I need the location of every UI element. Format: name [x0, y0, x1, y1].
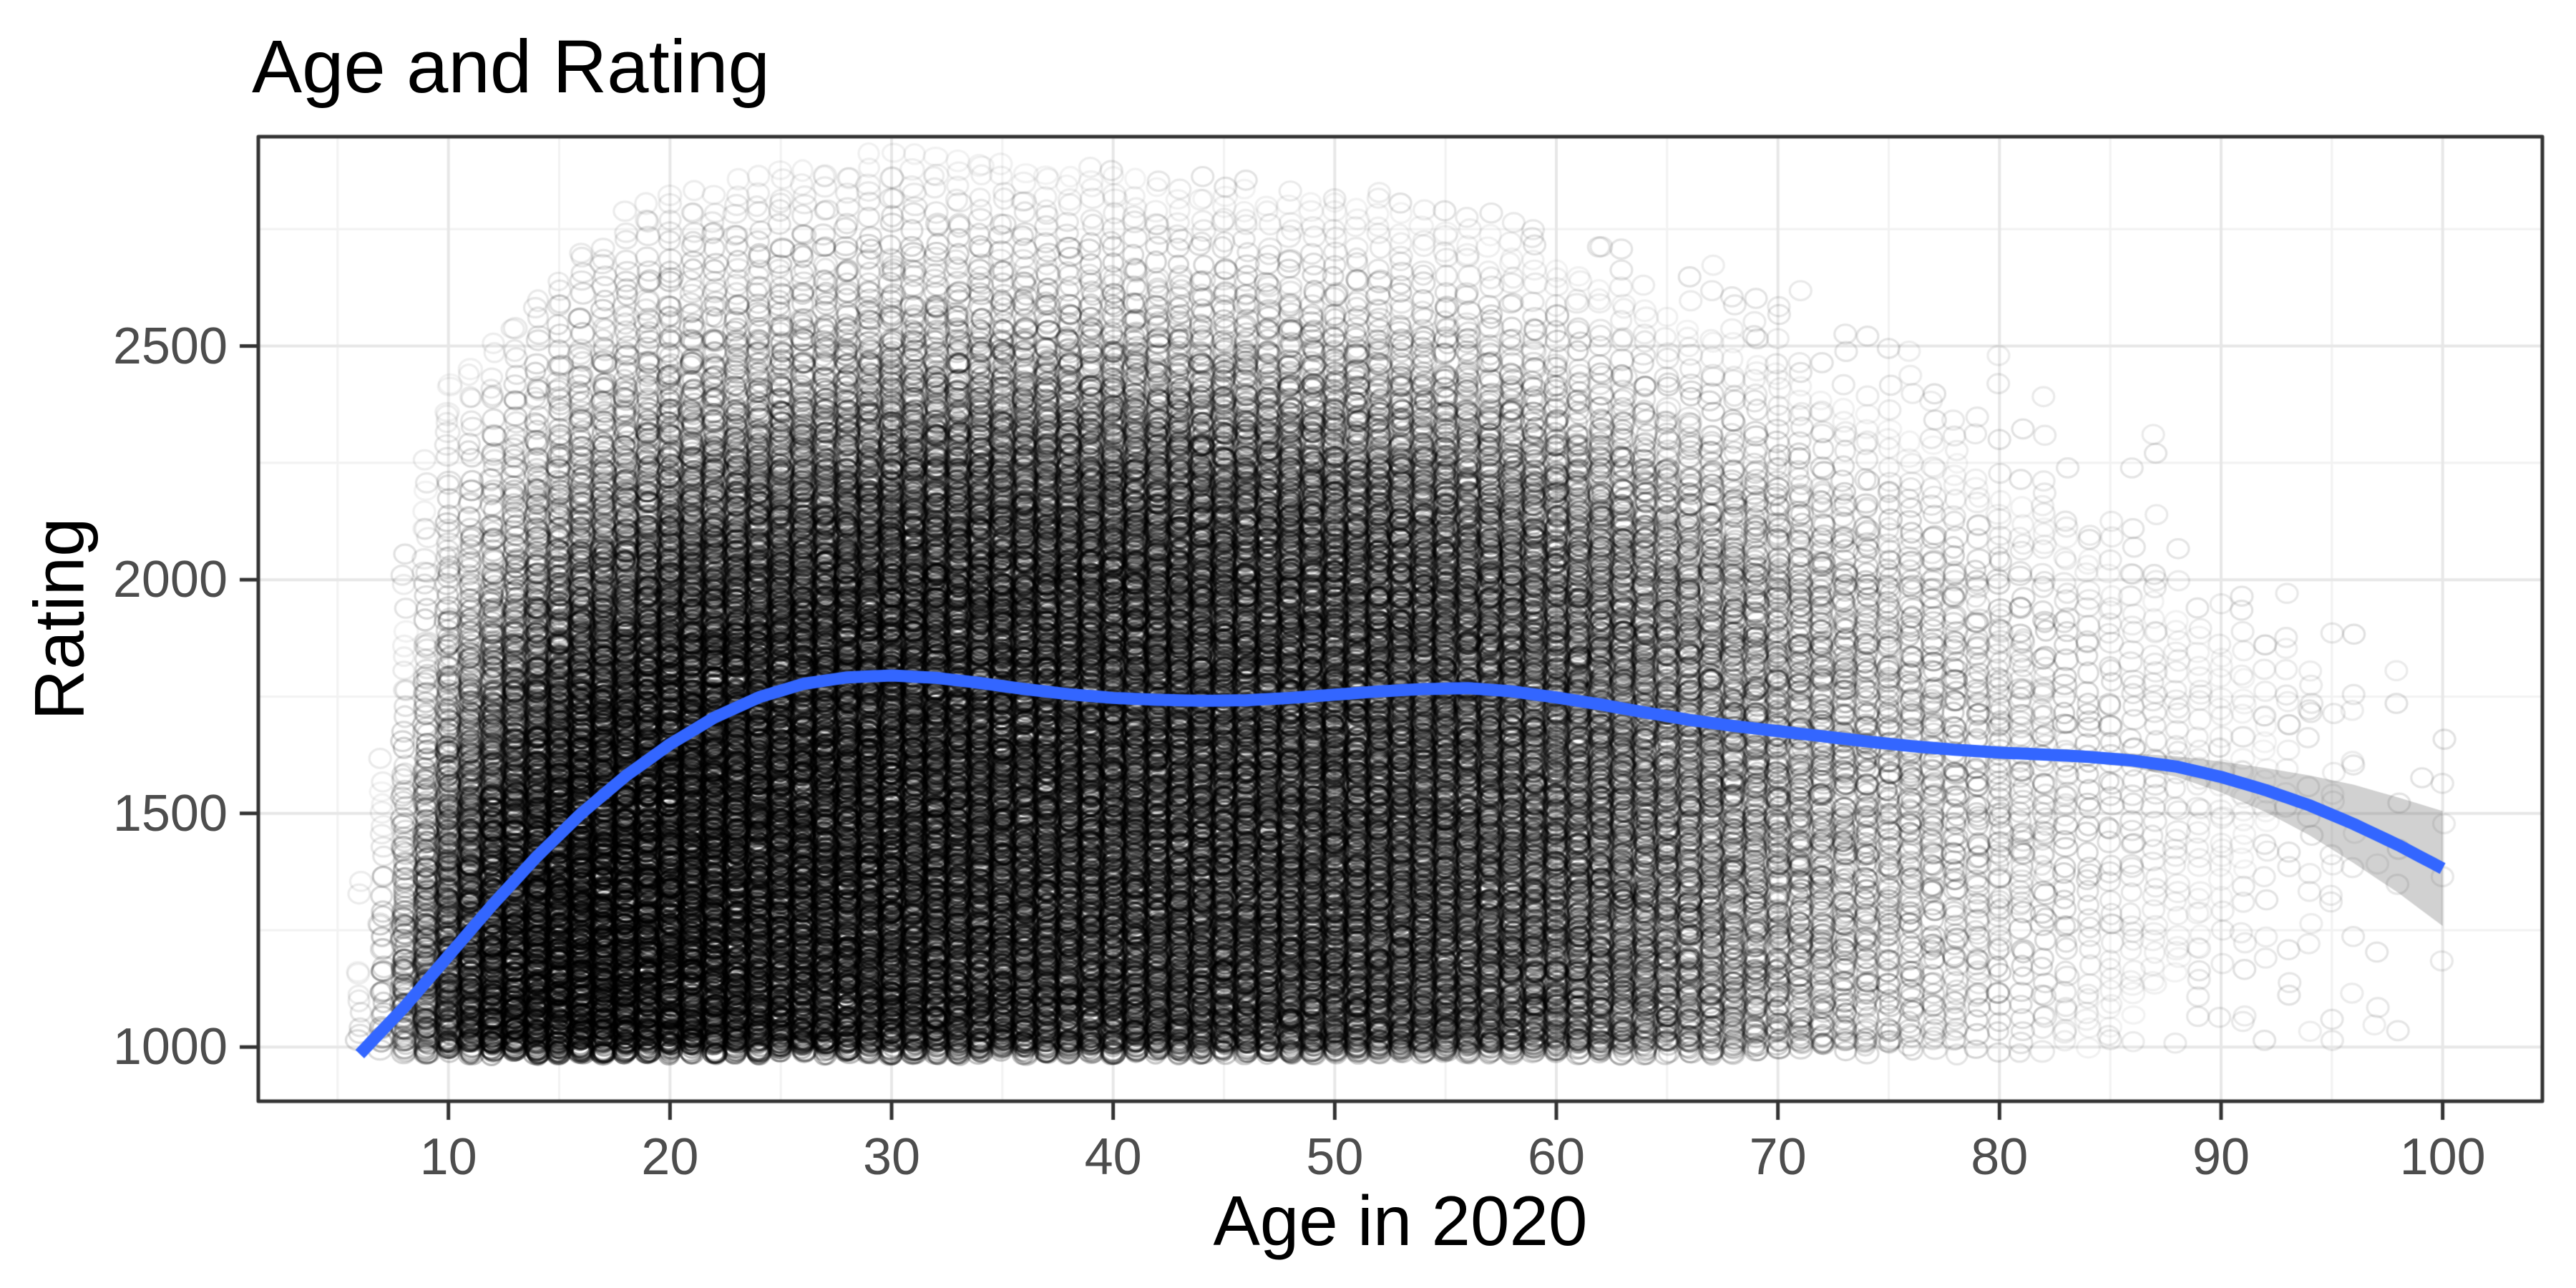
- y-tick-label: 1000: [112, 1018, 228, 1076]
- x-tick-label: 60: [1527, 1128, 1586, 1186]
- x-tick-label: 100: [2399, 1128, 2486, 1186]
- x-tick-label: 80: [1971, 1128, 2029, 1186]
- y-tick-label: 2500: [112, 317, 228, 375]
- x-tick-label: 70: [1749, 1128, 1807, 1186]
- y-tick-label: 1500: [112, 784, 228, 842]
- x-tick-label: 30: [862, 1128, 921, 1186]
- x-tick-label: 50: [1306, 1128, 1364, 1186]
- plot-title: Age and Rating: [252, 25, 770, 109]
- x-tick-label: 20: [641, 1128, 699, 1186]
- x-tick-label: 90: [2192, 1128, 2250, 1186]
- x-tick-label: 10: [419, 1128, 477, 1186]
- y-axis-title: Rating: [19, 517, 99, 721]
- y-tick-label: 2000: [112, 551, 228, 609]
- x-tick-label: 40: [1084, 1128, 1142, 1186]
- x-axis-title: Age in 2020: [1213, 1181, 1588, 1260]
